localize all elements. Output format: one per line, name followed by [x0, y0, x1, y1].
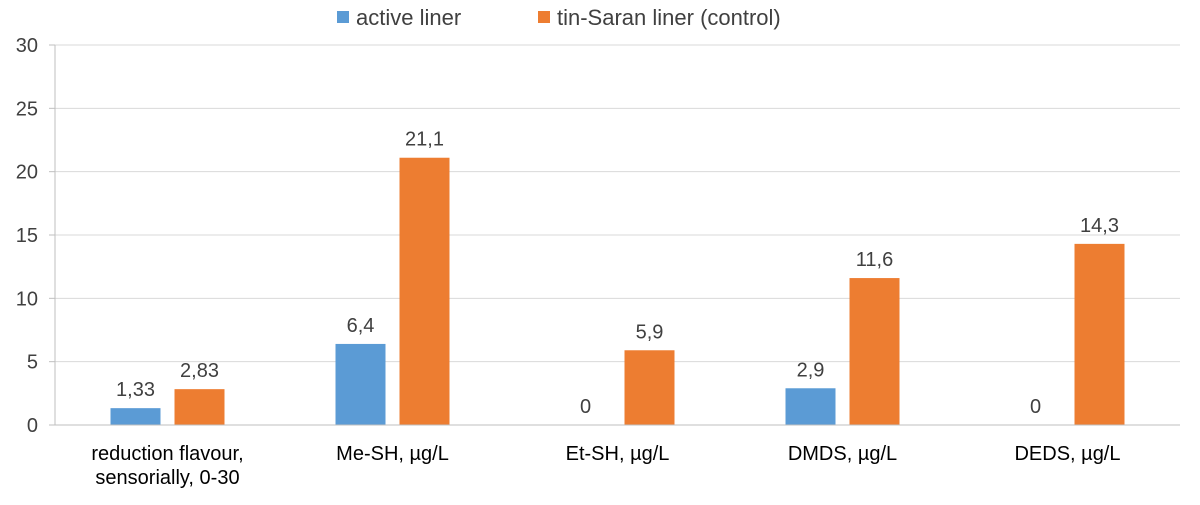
data-label: 14,3: [1080, 215, 1119, 237]
y-tick-label: 10: [16, 288, 38, 310]
legend-label: active liner: [356, 5, 461, 30]
legend: active liner tin-Saran liner (control): [337, 5, 781, 30]
y-axis: 0 5 10 15 20 25 30: [16, 35, 56, 437]
data-label: 6,4: [347, 315, 375, 337]
y-tick-label: 25: [16, 98, 38, 120]
legend-swatch: [337, 11, 349, 23]
bar-tin-saran-liner: [174, 389, 225, 425]
y-tick-label: 30: [16, 35, 38, 57]
x-axis: reduction flavour, sensorially, 0-30 Me-SH…: [91, 443, 1120, 489]
bar-tin-saran-liner: [399, 157, 450, 425]
y-tick-label: 15: [16, 225, 38, 247]
data-label: 2,83: [180, 360, 219, 382]
x-category-label: DEDS, µg/L: [1014, 443, 1120, 465]
y-tick-label: 5: [27, 352, 38, 374]
data-label: 0: [1030, 396, 1041, 418]
x-category-label: DMDS, µg/L: [788, 443, 897, 465]
legend-swatch: [538, 11, 550, 23]
bars: [110, 157, 1125, 425]
x-category-label: reduction flavour, sensorially, 0-30: [91, 443, 243, 489]
data-label: 2,9: [797, 359, 825, 381]
bar-active-liner: [335, 343, 386, 425]
data-label: 21,1: [405, 129, 444, 151]
x-category-label: Me-SH, µg/L: [336, 443, 449, 465]
bar-active-liner: [110, 408, 161, 425]
bar-tin-saran-liner: [1074, 243, 1125, 425]
data-label: 0: [580, 396, 591, 418]
bar-tin-saran-liner: [624, 350, 675, 425]
bar-active-liner: [785, 388, 836, 425]
data-label: 11,6: [856, 249, 893, 271]
x-category-label: Et-SH, µg/L: [566, 443, 670, 465]
y-tick-label: 0: [27, 415, 38, 437]
y-gridlines: [55, 44, 1180, 363]
data-label: 1,33: [116, 379, 155, 401]
data-labels: 1,33 2,83 6,4 21,1 0 5,9 2,9 11,6 0 14,3: [116, 129, 1119, 418]
legend-label: tin-Saran liner (control): [557, 5, 781, 30]
bar-tin-saran-liner: [849, 278, 900, 425]
y-tick-label: 20: [16, 162, 38, 184]
data-label: 5,9: [636, 321, 664, 343]
